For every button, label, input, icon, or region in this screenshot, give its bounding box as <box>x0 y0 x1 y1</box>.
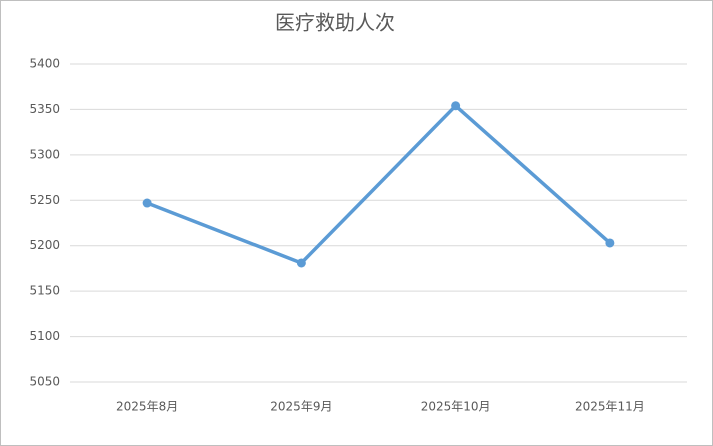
x-tick-label: 2025年8月 <box>116 400 178 414</box>
y-tick-label: 5100 <box>29 329 60 343</box>
y-tick-label: 5200 <box>29 238 60 252</box>
y-tick-label: 5050 <box>29 375 60 389</box>
y-tick-label: 5250 <box>29 193 60 207</box>
chart-title: 医疗救助人次 <box>275 11 395 35</box>
data-point <box>296 258 306 268</box>
x-tick-label: 2025年10月 <box>421 400 491 414</box>
series-line <box>146 104 612 265</box>
data-point <box>142 198 152 208</box>
y-tick-label: 5150 <box>29 284 60 298</box>
data-point <box>451 101 461 111</box>
x-tick-label: 2025年11月 <box>575 400 645 414</box>
x-tick-label: 2025年9月 <box>270 400 332 414</box>
y-tick-label: 5350 <box>29 102 60 116</box>
y-tick-label: 5300 <box>29 147 60 161</box>
y-tick-label: 5400 <box>29 57 60 71</box>
data-point <box>605 238 615 248</box>
